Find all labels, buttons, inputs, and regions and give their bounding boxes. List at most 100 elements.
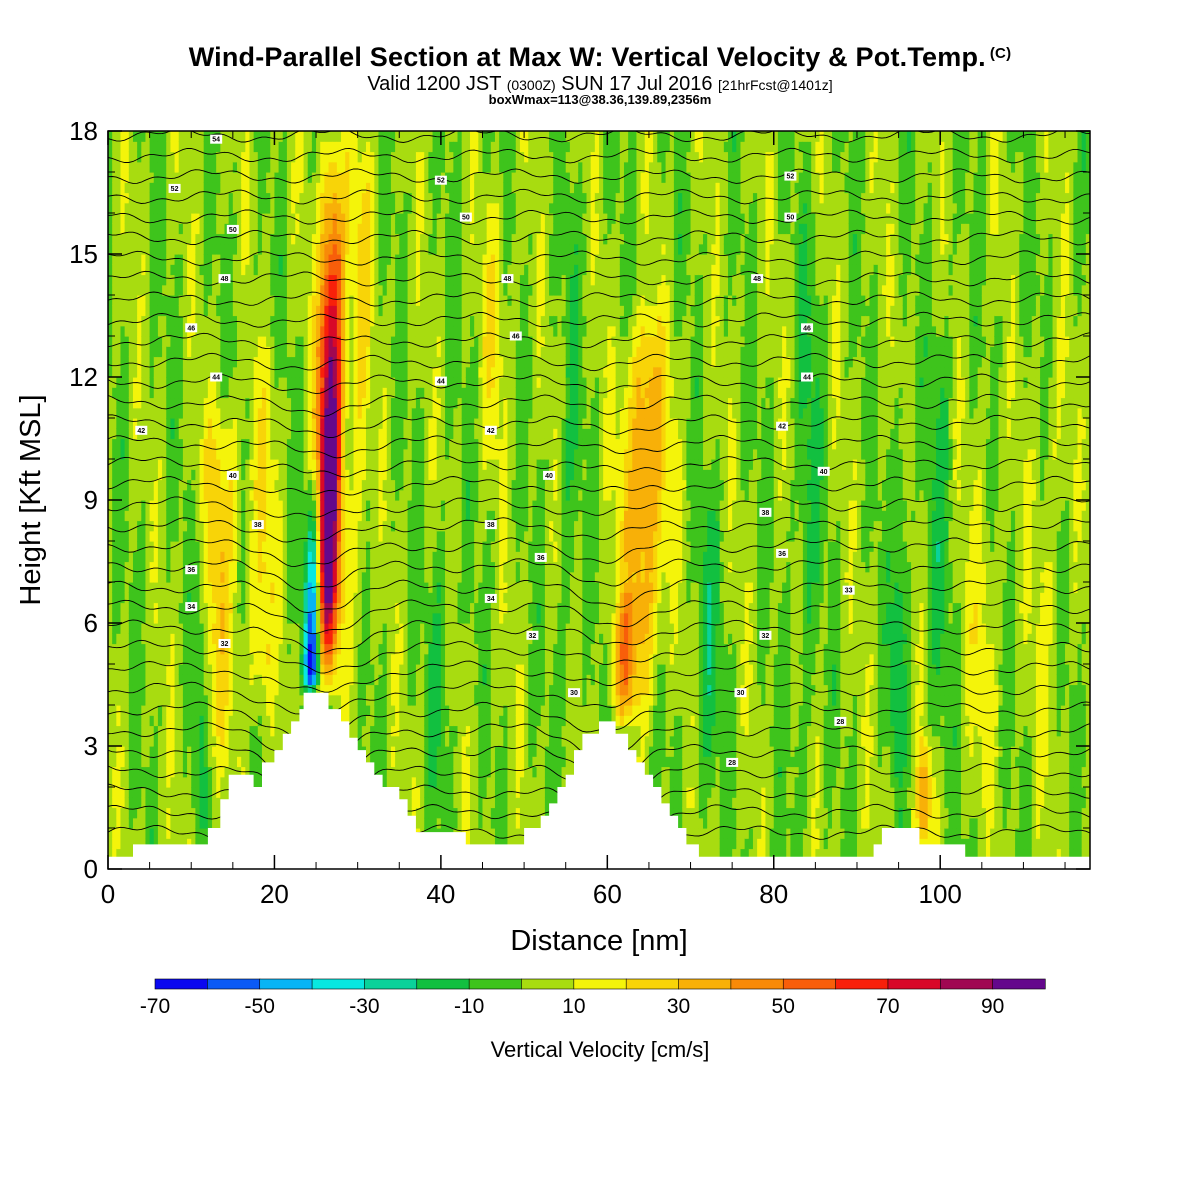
field-cell [299,151,305,163]
field-cell [286,295,292,306]
field-cell [224,213,230,224]
field-cell [199,725,205,737]
field-cell [232,418,238,429]
field-cell [345,633,350,645]
field-cell [341,694,346,706]
field-cell [324,397,330,409]
field-cell [328,284,334,296]
field-cell [178,325,184,337]
field-cell [153,377,159,388]
field-cell [145,520,151,532]
field-cell [132,459,138,470]
field-cell [187,356,192,368]
field-cell [378,541,384,552]
field-cell [303,582,309,593]
field-cell [261,705,267,716]
field-cell [328,602,334,614]
field-cell [162,797,167,809]
field-cell [245,397,251,409]
field-cell [299,377,305,388]
field-cell [278,592,284,604]
field-cell [124,202,130,214]
field-cell [141,766,147,778]
field-cell [374,520,380,532]
field-cell [241,131,246,142]
field-cell [170,161,176,173]
field-cell [307,356,313,368]
field-cell [378,336,384,347]
field-cell [370,182,375,194]
field-cell [295,479,301,491]
field-cell [207,725,213,737]
field-cell [220,151,226,163]
field-cell [112,438,117,450]
field-cell [286,725,292,737]
field-cell [220,284,226,296]
field-cell [199,407,205,419]
field-cell [108,664,113,675]
field-cell [332,346,338,358]
field-cell [120,725,126,737]
field-cell [270,612,276,624]
field-cell [291,366,296,378]
field-cell [132,674,138,686]
field-cell [112,274,117,286]
field-cell [137,346,142,358]
field-cell [132,612,138,624]
field-cell [291,592,296,604]
field-cell [203,582,209,593]
field-cell [216,448,221,460]
field-cell [137,243,142,255]
field-cell [370,500,375,511]
field-cell [108,582,113,593]
field-cell [112,407,117,419]
field-cell [132,479,138,491]
field-cell [162,223,167,235]
field-cell [120,141,126,153]
field-cell [174,469,180,481]
field-cell [203,151,209,163]
field-cell [187,500,192,511]
field-cell [132,653,138,665]
field-cell [220,694,226,706]
field-cell [220,233,226,245]
field-cell [236,705,242,716]
field-cell [149,346,155,358]
field-cell [311,315,317,327]
field-cell [307,592,313,604]
field-cell [365,264,371,276]
field-cell [124,489,130,501]
field-cell [157,428,163,440]
field-cell [253,233,259,245]
field-cell [345,243,350,255]
field-cell [162,469,167,481]
field-cell [124,377,130,388]
field-cell [108,766,113,778]
field-cell [299,305,305,317]
field-cell [187,336,192,347]
field-cell [203,315,209,327]
field-cell [332,489,338,501]
field-cell [278,561,284,573]
field-cell [278,500,284,511]
field-cell [241,612,246,624]
field-cell [382,674,388,686]
field-cell [311,684,317,696]
field-cell [278,715,284,727]
field-cell [141,612,147,624]
field-cell [316,674,321,686]
field-cell [220,305,226,317]
field-cell [295,161,301,173]
field-cell [220,213,226,224]
field-cell [328,223,334,235]
field-cell [253,448,259,460]
field-cell [332,448,338,460]
field-cell [324,418,330,429]
field-cell [241,530,246,542]
field-cell [382,643,388,655]
field-cell [266,541,271,552]
field-cell [236,131,242,142]
field-cell [132,735,138,747]
field-cell [220,582,226,593]
field-cell [361,448,367,460]
